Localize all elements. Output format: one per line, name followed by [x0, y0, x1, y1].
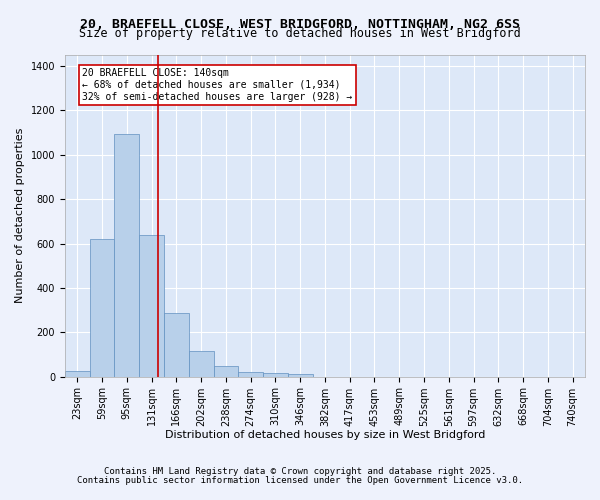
Y-axis label: Number of detached properties: Number of detached properties — [15, 128, 25, 304]
Text: Contains HM Land Registry data © Crown copyright and database right 2025.: Contains HM Land Registry data © Crown c… — [104, 467, 496, 476]
Text: 20, BRAEFELL CLOSE, WEST BRIDGFORD, NOTTINGHAM, NG2 6SS: 20, BRAEFELL CLOSE, WEST BRIDGFORD, NOTT… — [80, 18, 520, 30]
Bar — [65, 371, 89, 376]
Bar — [115, 134, 139, 376]
Bar — [214, 366, 238, 376]
Bar — [288, 374, 313, 376]
Text: Size of property relative to detached houses in West Bridgford: Size of property relative to detached ho… — [79, 28, 521, 40]
Text: 20 BRAEFELL CLOSE: 140sqm
← 68% of detached houses are smaller (1,934)
32% of se: 20 BRAEFELL CLOSE: 140sqm ← 68% of detac… — [82, 68, 352, 102]
Bar — [238, 372, 263, 376]
Bar — [139, 234, 164, 376]
Bar — [164, 314, 189, 376]
Text: Contains public sector information licensed under the Open Government Licence v3: Contains public sector information licen… — [77, 476, 523, 485]
Bar — [189, 351, 214, 376]
X-axis label: Distribution of detached houses by size in West Bridgford: Distribution of detached houses by size … — [165, 430, 485, 440]
Bar — [89, 239, 115, 376]
Bar — [263, 372, 288, 376]
